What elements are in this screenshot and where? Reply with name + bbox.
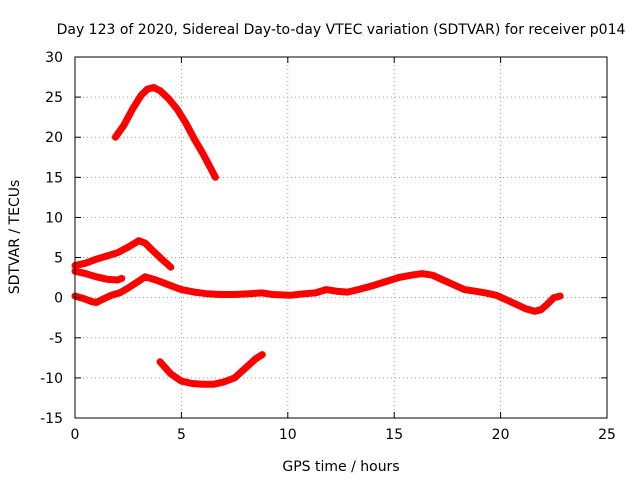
y-axis-label: SDTVAR / TECUs (7, 180, 23, 295)
x-tick-labels: 0 5 10 15 20 25 (71, 427, 616, 443)
x-tick-label: 0 (71, 427, 80, 443)
plot-frame (74, 56, 608, 419)
gridlines (75, 57, 607, 418)
y-tick-label: 25 (45, 90, 63, 106)
y-tick-label: 30 (45, 50, 63, 66)
tick-marks (74, 56, 608, 419)
y-tick-label: 0 (54, 291, 63, 307)
chart-title: Day 123 of 2020, Sidereal Day-to-day VTE… (57, 22, 626, 38)
y-tick-label: 15 (45, 170, 63, 186)
x-tick-label: 25 (598, 427, 616, 443)
x-tick-label: 20 (492, 427, 510, 443)
y-tick-label: 10 (45, 210, 63, 226)
y-tick-label: -15 (40, 411, 63, 427)
y-tick-label: 5 (54, 251, 63, 267)
series-arc-long (71, 270, 564, 315)
x-axis-label: GPS time / hours (282, 459, 399, 475)
y-tick-label: -5 (49, 331, 63, 347)
x-tick-label: 5 (177, 427, 186, 443)
series-arc-mid-lower (71, 267, 126, 284)
x-tick-label: 15 (385, 427, 403, 443)
y-tick-label: 20 (45, 130, 63, 146)
y-tick-labels: -15 -10 -5 0 5 10 15 20 25 30 (40, 50, 63, 427)
series-arc-mid-upper (71, 237, 175, 271)
y-tick-label: -10 (40, 371, 63, 387)
series-arc-low (156, 351, 266, 388)
series-layer (71, 84, 564, 388)
series-arc-high (111, 84, 219, 181)
x-tick-label: 10 (279, 427, 297, 443)
